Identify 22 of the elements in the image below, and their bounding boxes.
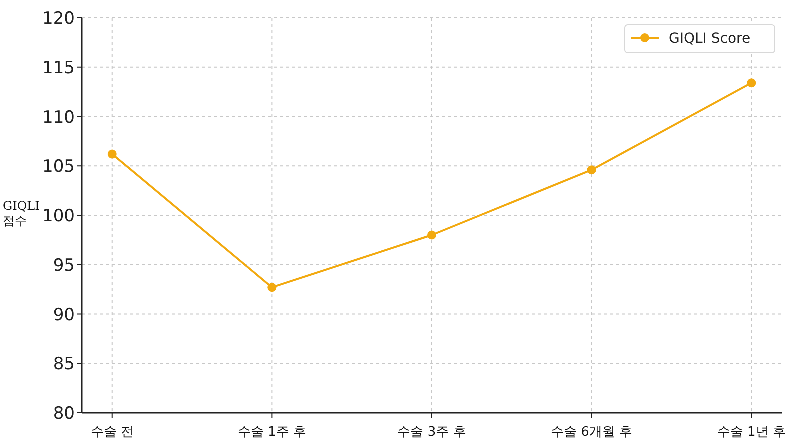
y-tick-label: 105 [42, 157, 75, 178]
point [428, 230, 436, 240]
x-tick-label: 수술 6개월 후 [551, 425, 633, 440]
x-tick-label: 수술 1주 후 [238, 425, 306, 440]
point [747, 78, 756, 88]
point [268, 283, 277, 292]
y-tick-label: 90 [53, 305, 75, 326]
y-tick-label: 100 [42, 206, 75, 226]
y-tick-label: 115 [42, 58, 75, 78]
y-axis-title: GIQLI 점수 [3, 199, 40, 228]
y-tick-label: 120 [42, 9, 75, 29]
y-tick-label: 95 [53, 256, 75, 276]
point [108, 150, 117, 159]
legend: GIQLI Score [624, 24, 776, 54]
point [587, 166, 596, 175]
y-tick-label: 110 [42, 108, 75, 128]
x-tick-label: 수술 전 [90, 425, 134, 440]
y-tick-label: 85 [53, 354, 75, 375]
y-tick-label: 80 [53, 404, 75, 424]
legend-label: GIQLI Score [669, 31, 751, 47]
x-tick-label: 수술 3주 후 [398, 425, 466, 440]
x-tick-label: 수술 1년 후 [717, 425, 786, 440]
